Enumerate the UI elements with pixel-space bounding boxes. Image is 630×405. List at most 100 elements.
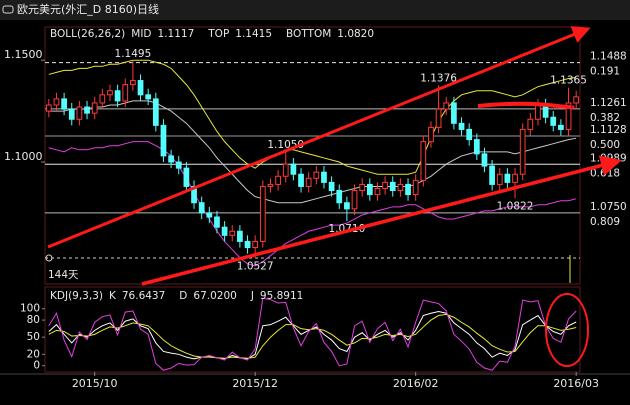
extreme-label: 1.1365 bbox=[550, 75, 587, 87]
candle-body bbox=[466, 128, 473, 141]
candle-body bbox=[175, 161, 182, 169]
legend-text: 1.1117 bbox=[158, 28, 195, 40]
kdj-line bbox=[48, 311, 577, 360]
candle-body bbox=[321, 171, 327, 183]
candle-body bbox=[504, 173, 511, 183]
legend-text: 1.0820 bbox=[337, 28, 374, 40]
candle-body bbox=[412, 179, 419, 196]
candle-body bbox=[130, 80, 136, 86]
candle-body bbox=[374, 187, 381, 196]
candle-body bbox=[206, 212, 213, 218]
cycle-label: 144天 bbox=[48, 269, 79, 281]
candle-body bbox=[481, 153, 488, 167]
candle-body bbox=[168, 155, 174, 163]
candle-body bbox=[198, 202, 205, 214]
level-ratio-label: 0.382 bbox=[590, 112, 620, 124]
x-tick-label: 2015/10 bbox=[72, 377, 118, 390]
candle-body bbox=[496, 173, 503, 185]
candle-body bbox=[489, 165, 495, 185]
candle-body bbox=[344, 202, 350, 210]
trend-arrow-lower bbox=[141, 155, 622, 286]
level-price-label: 1.1488 bbox=[590, 51, 627, 63]
level-ratio-label: 0.191 bbox=[590, 66, 620, 78]
price-panel-frame bbox=[44, 26, 581, 285]
level-price-label: 1.0750 bbox=[590, 201, 627, 213]
title-bar bbox=[0, 0, 630, 20]
y-tick-label: 20 bbox=[27, 348, 40, 360]
title-icon bbox=[2, 5, 14, 14]
legend-text: 1.1415 bbox=[235, 28, 272, 40]
candle-body bbox=[45, 104, 52, 112]
y-tick-label: 1.1000 bbox=[4, 150, 43, 163]
kdj-panel-frame bbox=[44, 286, 581, 373]
candle-body bbox=[68, 108, 75, 120]
candle-body bbox=[512, 173, 518, 183]
legend-text: KDJ(9,3,3) bbox=[50, 290, 103, 302]
candle-body bbox=[519, 128, 526, 175]
candle-body bbox=[160, 124, 167, 157]
candle-body bbox=[359, 183, 366, 192]
extreme-label: 1.1376 bbox=[420, 72, 457, 84]
y-tick-label: 100 bbox=[20, 303, 40, 315]
candle-body bbox=[244, 240, 251, 249]
candle-body bbox=[336, 190, 343, 204]
candle-body bbox=[214, 216, 220, 228]
band-line bbox=[48, 100, 577, 204]
candle-body bbox=[405, 183, 411, 196]
candle-body bbox=[435, 108, 442, 128]
candle-body bbox=[382, 181, 388, 189]
x-tick-label: 2016/02 bbox=[393, 377, 439, 390]
band-line bbox=[48, 141, 577, 267]
y-tick-label: 1.1500 bbox=[4, 48, 43, 61]
candle-body bbox=[237, 230, 243, 242]
candle-body bbox=[282, 163, 289, 177]
legend-text: 76.6437 bbox=[122, 290, 165, 302]
candle-body bbox=[137, 80, 144, 96]
candle-body bbox=[351, 190, 358, 210]
candle-body bbox=[451, 102, 457, 124]
candle-body bbox=[61, 98, 67, 110]
candle-body bbox=[428, 126, 434, 143]
candle-body bbox=[389, 181, 396, 192]
legend-text: BOTTOM bbox=[286, 28, 331, 40]
candle-body bbox=[229, 230, 236, 236]
extreme-label: 1.0527 bbox=[237, 260, 274, 272]
candle-body bbox=[420, 141, 427, 181]
legend-text: MID bbox=[131, 28, 151, 40]
candle-body bbox=[84, 106, 90, 114]
candle-body bbox=[527, 118, 534, 130]
level-price-label: 1.1261 bbox=[590, 97, 627, 109]
legend-text: 95.8911 bbox=[260, 290, 303, 302]
candle-body bbox=[76, 106, 83, 120]
candle-body bbox=[443, 102, 450, 110]
cycle-marker bbox=[45, 254, 53, 262]
candle-body bbox=[573, 96, 580, 104]
legend-text: D bbox=[179, 290, 187, 302]
kdj-line bbox=[48, 297, 577, 371]
candle-body bbox=[259, 185, 266, 242]
candle-body bbox=[275, 175, 281, 185]
x-tick-label: 2015/12 bbox=[232, 377, 278, 390]
trend-arrow-upper bbox=[47, 26, 591, 249]
candle-body bbox=[99, 94, 106, 104]
candle-body bbox=[473, 139, 480, 155]
kdj-line bbox=[48, 313, 577, 359]
legend-text: TOP bbox=[207, 28, 229, 40]
level-ratio-label: 0.500 bbox=[590, 139, 620, 151]
window-title: 欧元美元(外汇_D 8160)日线 bbox=[17, 2, 159, 16]
candle-body bbox=[535, 104, 541, 120]
candle-body bbox=[565, 102, 572, 130]
candle-body bbox=[313, 171, 320, 179]
legend-text: BOLL(26,26,2) bbox=[50, 28, 125, 40]
legend-text: 67.0200 bbox=[193, 290, 236, 302]
band-line bbox=[48, 59, 577, 175]
candle-body bbox=[550, 116, 557, 126]
legend-text: J bbox=[250, 290, 254, 302]
candle-body bbox=[267, 183, 274, 187]
candle-body bbox=[145, 94, 152, 100]
level-price-label: 1.1128 bbox=[590, 124, 627, 136]
candle-body bbox=[558, 124, 564, 130]
x-tick-label: 2016/03 bbox=[553, 377, 599, 390]
candle-body bbox=[221, 226, 228, 236]
